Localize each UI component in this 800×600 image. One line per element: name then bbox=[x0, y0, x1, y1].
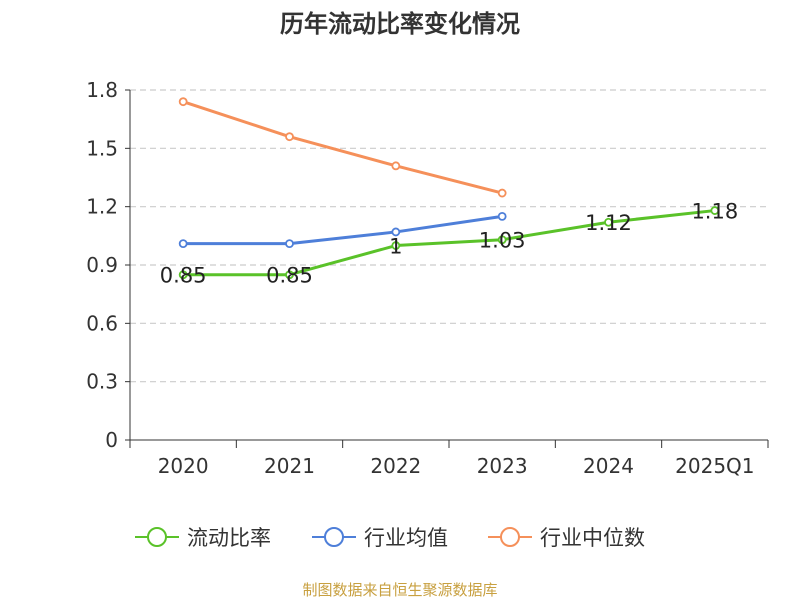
legend-marker bbox=[147, 527, 167, 547]
y-tick-label: 1.5 bbox=[86, 136, 118, 160]
data-point bbox=[391, 161, 401, 171]
data-point bbox=[710, 206, 720, 215]
data-label: 1 bbox=[389, 235, 402, 259]
chart-title: 历年流动比率变化情况 bbox=[280, 10, 520, 38]
x-tick-label: 2023 bbox=[477, 454, 528, 478]
x-tick-label: 2024 bbox=[583, 454, 634, 478]
series-line-2 bbox=[182, 100, 503, 195]
y-tick-label: 0 bbox=[105, 428, 118, 452]
series-line-0 bbox=[183, 209, 715, 277]
data-point bbox=[497, 211, 507, 221]
legend-label: 行业中位数 bbox=[540, 526, 645, 550]
legend-marker bbox=[324, 527, 344, 547]
data-point bbox=[285, 270, 294, 280]
data-point bbox=[391, 227, 401, 237]
y-tick-label: 0.3 bbox=[86, 370, 118, 394]
data-point bbox=[178, 97, 188, 107]
legend-label: 行业均值 bbox=[364, 526, 448, 550]
data-point bbox=[497, 188, 507, 198]
x-tick-label: 2020 bbox=[158, 454, 209, 478]
data-point bbox=[178, 239, 188, 249]
data-point bbox=[391, 241, 401, 250]
source-note: 制图数据来自恒生聚源数据库 bbox=[302, 581, 497, 599]
series-line-1 bbox=[183, 214, 503, 246]
x-tick-label: 2025Q1 bbox=[675, 454, 754, 478]
data-point bbox=[497, 235, 507, 245]
data-label: 1.12 bbox=[585, 211, 632, 235]
legend-label: 流动比率 bbox=[187, 526, 271, 550]
x-tick-label: 2021 bbox=[264, 454, 315, 478]
data-label: 1.03 bbox=[479, 229, 526, 253]
x-tick-label: 2022 bbox=[370, 454, 421, 478]
y-tick-label: 0.9 bbox=[86, 253, 118, 277]
data-point bbox=[285, 239, 294, 249]
y-tick-label: 1.2 bbox=[86, 195, 118, 219]
y-tick-label: 1.8 bbox=[86, 78, 118, 102]
data-label: 0.85 bbox=[160, 264, 207, 288]
data-label: 0.85 bbox=[266, 264, 313, 288]
data-point bbox=[604, 217, 613, 227]
data-label: 1.18 bbox=[691, 200, 738, 224]
data-point bbox=[285, 132, 294, 142]
legend-marker bbox=[500, 527, 520, 547]
data-point bbox=[178, 270, 188, 280]
y-tick-label: 0.6 bbox=[86, 311, 118, 335]
